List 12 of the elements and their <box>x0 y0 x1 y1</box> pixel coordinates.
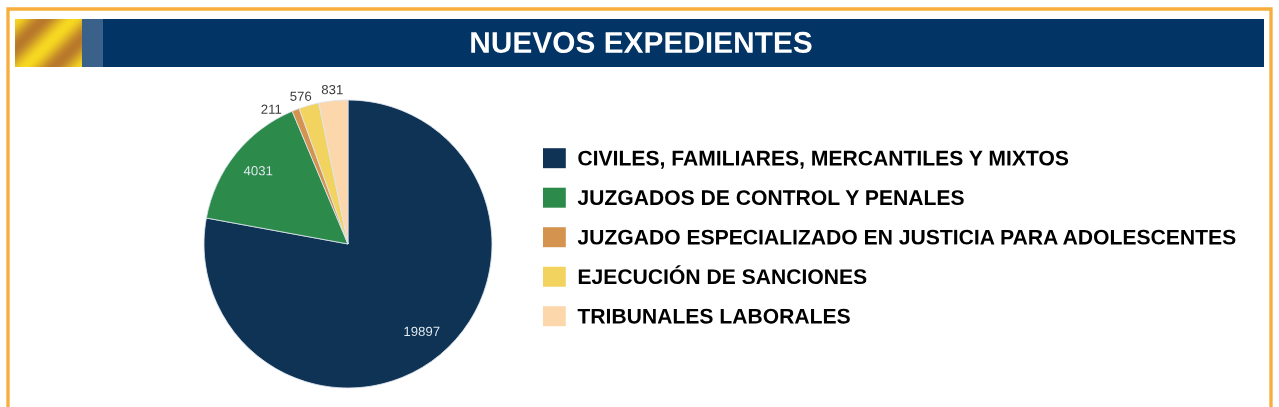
pie-slice <box>203 99 493 389</box>
data-label: 831 <box>321 84 343 95</box>
data-label: 576 <box>290 91 312 101</box>
data-label: 4031 <box>243 166 273 176</box>
chart-title: NUEVOS EXPEDIENTES <box>471 31 812 54</box>
data-label: 211 <box>261 104 282 114</box>
legend-label: TRIBUNALES LABORALES <box>577 308 850 324</box>
legend-label: JUZGADOS DE CONTROL Y PENALES <box>577 190 964 206</box>
legend-label: EJECUCIÓN DE SANCIONES <box>578 265 867 285</box>
data-label: 19897 <box>404 326 440 337</box>
legend-label: CIVILES, FAMILIARES, MERCANTILES Y MIXTOS <box>578 150 1069 169</box>
legend-label: JUZGADO ESPECIALIZADO EN JUSTICIA PARA ADOLESCENTES <box>577 229 1236 245</box>
